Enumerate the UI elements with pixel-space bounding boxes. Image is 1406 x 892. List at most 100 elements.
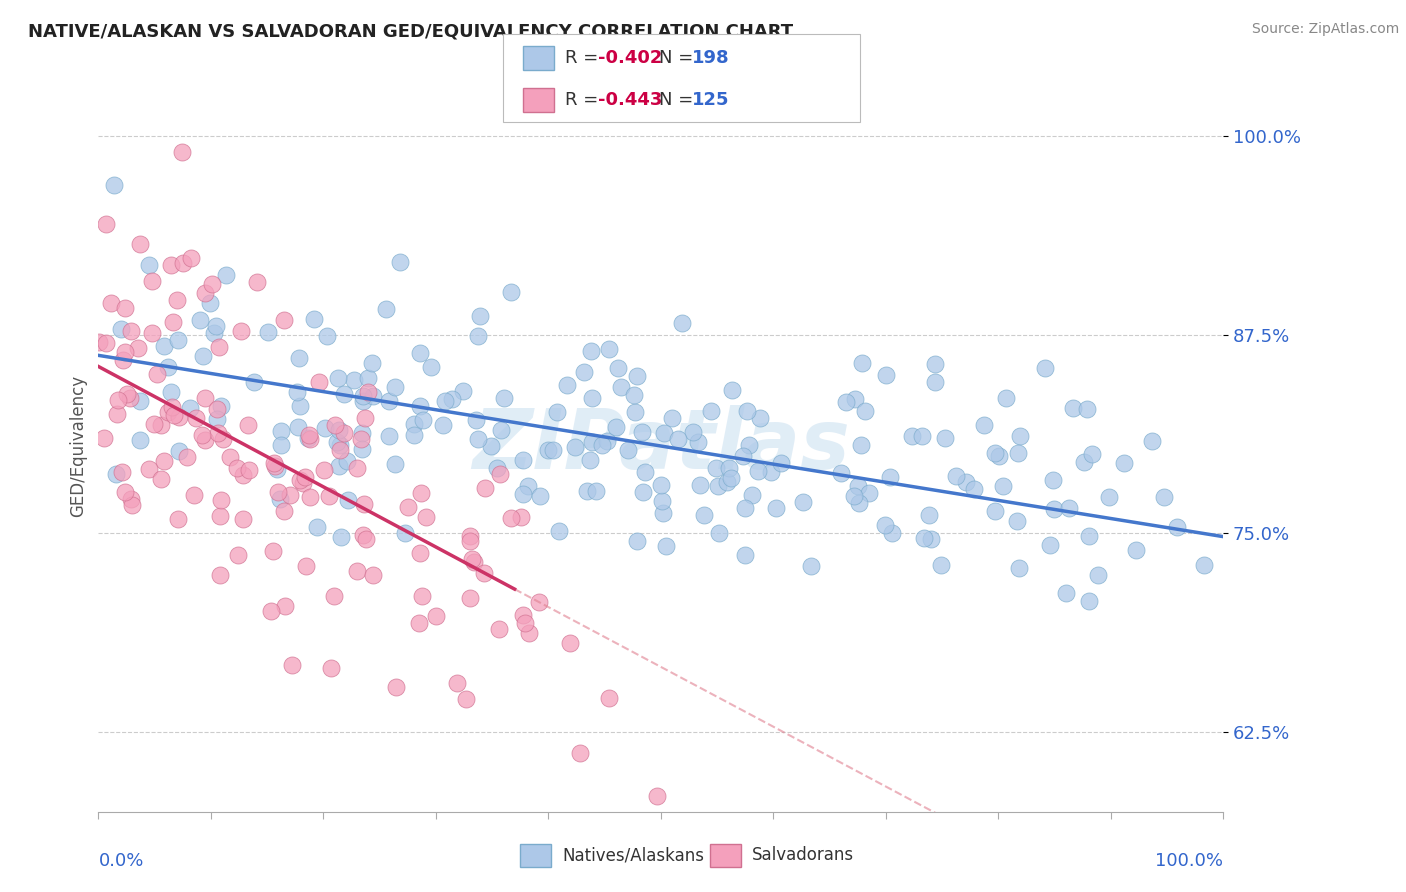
Point	[96, 335, 118, 350]
Point	[461, 552, 484, 566]
Point	[527, 595, 550, 609]
Point	[412, 413, 434, 427]
Text: ZIPatlas: ZIPatlas	[472, 406, 849, 486]
Point	[87, 335, 110, 350]
Point	[633, 484, 655, 499]
Point	[1125, 543, 1147, 558]
Point	[844, 392, 866, 407]
Point	[105, 407, 128, 421]
Point	[1078, 529, 1101, 543]
Point	[190, 313, 212, 327]
Point	[100, 296, 122, 310]
Point	[238, 463, 260, 477]
Point	[973, 418, 995, 433]
Point	[1010, 429, 1032, 443]
Point	[336, 492, 359, 507]
Point	[318, 489, 340, 503]
Point	[704, 460, 727, 475]
Point	[201, 277, 224, 292]
Point	[209, 492, 232, 507]
Point	[232, 512, 254, 526]
Point	[734, 548, 756, 562]
Point	[114, 301, 136, 315]
Point	[141, 326, 163, 341]
Point	[156, 359, 179, 374]
Point	[314, 462, 336, 476]
Point	[270, 438, 292, 452]
Point	[118, 391, 141, 405]
Point	[305, 520, 328, 534]
Point	[308, 375, 330, 389]
Point	[517, 479, 540, 493]
Point	[141, 274, 163, 288]
Point	[333, 425, 356, 440]
Point	[352, 425, 374, 440]
Point	[873, 517, 896, 532]
Point	[194, 285, 217, 300]
Point	[717, 461, 740, 475]
Point	[184, 411, 207, 425]
Point	[172, 256, 194, 270]
Text: 125: 125	[692, 91, 730, 109]
Point	[700, 404, 723, 418]
Point	[880, 526, 903, 541]
Point	[278, 488, 301, 502]
Point	[598, 690, 620, 705]
Point	[513, 616, 536, 631]
Point	[1039, 538, 1062, 552]
Point	[166, 293, 188, 307]
Point	[200, 296, 222, 310]
Point	[396, 500, 419, 515]
Point	[179, 401, 201, 416]
Point	[229, 324, 252, 338]
Point	[205, 319, 228, 334]
Point	[263, 457, 285, 471]
Point	[651, 493, 673, 508]
Point	[851, 438, 873, 452]
Point	[598, 343, 620, 357]
Point	[651, 507, 673, 521]
Point	[256, 326, 278, 340]
Point	[149, 472, 172, 486]
Point	[467, 432, 489, 446]
Point	[295, 559, 318, 574]
Point	[1081, 446, 1104, 460]
Point	[160, 400, 183, 414]
Point	[290, 473, 312, 487]
Point	[924, 357, 946, 371]
Point	[1077, 594, 1099, 608]
Point	[404, 428, 426, 442]
Point	[537, 443, 560, 458]
Point	[800, 559, 823, 574]
Point	[269, 491, 291, 506]
Point	[1054, 585, 1077, 599]
Point	[211, 432, 233, 446]
Point	[328, 423, 350, 437]
Text: R =: R =	[565, 49, 605, 67]
Point	[451, 384, 474, 399]
Text: R =: R =	[565, 91, 605, 109]
Point	[914, 531, 936, 545]
Point	[920, 533, 942, 547]
Point	[93, 431, 115, 445]
Point	[596, 434, 619, 448]
Point	[288, 351, 311, 365]
Point	[342, 374, 364, 388]
Point	[688, 435, 710, 450]
Point	[830, 466, 852, 480]
Point	[1076, 401, 1098, 416]
Point	[377, 393, 399, 408]
Text: Salvadorans: Salvadorans	[752, 847, 855, 864]
Point	[153, 339, 176, 353]
Point	[1114, 457, 1136, 471]
Point	[114, 344, 136, 359]
Point	[145, 367, 167, 381]
Point	[454, 692, 477, 706]
Point	[564, 440, 586, 454]
Point	[858, 485, 880, 500]
Point	[468, 309, 491, 323]
Point	[138, 258, 160, 272]
Point	[1194, 558, 1216, 572]
Point	[232, 468, 254, 483]
Point	[661, 410, 683, 425]
